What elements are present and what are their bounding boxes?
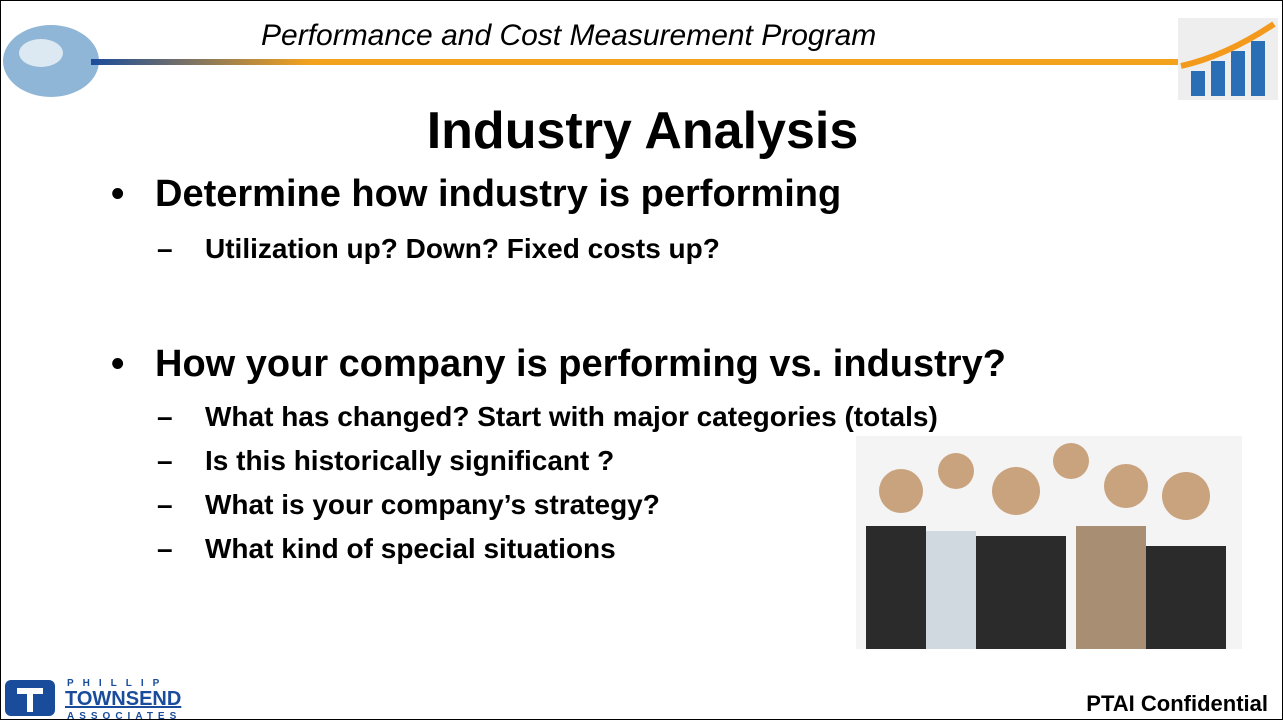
sub-bullet: Utilization up? Down? Fixed costs up? <box>205 233 720 264</box>
confidential-note: PTAI Confidential <box>1086 691 1268 717</box>
globe-icon <box>1 21 101 101</box>
slide-title: Industry Analysis <box>1 101 1283 161</box>
sub-bullet-marker: – <box>157 489 205 521</box>
sub-bullet-row: –What kind of special situations <box>157 533 616 565</box>
logo-bottom: ASSOCIATES <box>67 711 181 720</box>
bullet: How your company is performing vs. indus… <box>155 343 1006 385</box>
sub-bullet: What has changed? Start with major categ… <box>205 401 938 432</box>
sub-bullet-row: –Utilization up? Down? Fixed costs up? <box>157 233 720 265</box>
sub-bullet-marker: – <box>157 401 205 433</box>
sub-bullet-row: –Is this historically significant ? <box>157 445 614 477</box>
logo-main: TOWNSEND <box>65 688 181 711</box>
bullet-row: •Determine how industry is performing <box>111 173 841 216</box>
sub-bullet: What kind of special situations <box>205 533 616 564</box>
slide: Performance and Cost Measurement Program… <box>0 0 1283 720</box>
bullet: Determine how industry is performing <box>155 173 841 215</box>
header-title: Performance and Cost Measurement Program <box>261 19 876 53</box>
bullet-row: •How your company is performing vs. indu… <box>111 343 1006 386</box>
people-photo <box>856 436 1242 649</box>
logo-mark <box>1 676 59 718</box>
sub-bullet-row: –What is your company’s strategy? <box>157 489 660 521</box>
sub-bullet: What is your company’s strategy? <box>205 489 660 520</box>
sub-bullet: Is this historically significant ? <box>205 445 614 476</box>
sub-bullet-row: –What has changed? Start with major cate… <box>157 401 938 433</box>
bullet-marker: • <box>111 173 155 216</box>
header-bar <box>91 59 1186 65</box>
sub-bullet-marker: – <box>157 533 205 565</box>
sub-bullet-marker: – <box>157 445 205 477</box>
growth-icon <box>1176 16 1280 102</box>
bullet-marker: • <box>111 343 155 386</box>
sub-bullet-marker: – <box>157 233 205 265</box>
